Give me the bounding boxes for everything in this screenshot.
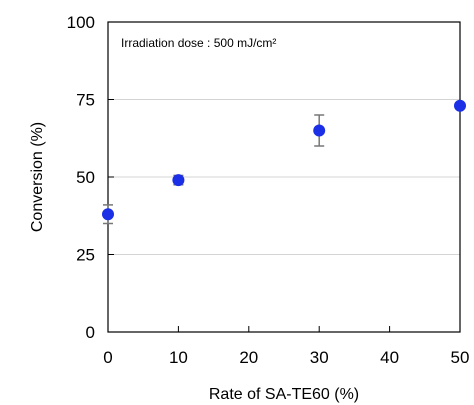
data-point xyxy=(454,99,466,112)
x-tick-label: 30 xyxy=(310,348,329,367)
data-point xyxy=(172,174,185,187)
y-tick-label: 25 xyxy=(76,246,95,265)
data-point xyxy=(313,124,326,137)
x-tick-label: 0 xyxy=(103,348,112,367)
y-tick-label: 100 xyxy=(67,13,95,32)
x-tick-label: 20 xyxy=(239,348,258,367)
y-tick-label: 50 xyxy=(76,168,95,187)
y-tick-label: 75 xyxy=(76,91,95,110)
data-points xyxy=(102,99,466,221)
x-tick-label: 50 xyxy=(451,348,470,367)
gridlines xyxy=(108,99,460,255)
error-bars xyxy=(103,114,325,225)
data-point xyxy=(102,208,114,221)
x-tick-label: 10 xyxy=(169,348,188,367)
ticks: 0 25 50 75 100 0 10 20 30 40 50 xyxy=(67,13,470,367)
x-tick-label: 40 xyxy=(380,348,399,367)
y-axis-label: Conversion (%) xyxy=(29,122,46,232)
chart-annotation: Irradiation dose : 500 mJ/cm² xyxy=(121,36,276,50)
y-tick-label: 0 xyxy=(86,323,95,342)
x-axis-label: Rate of SA-TE60 (%) xyxy=(209,386,359,403)
